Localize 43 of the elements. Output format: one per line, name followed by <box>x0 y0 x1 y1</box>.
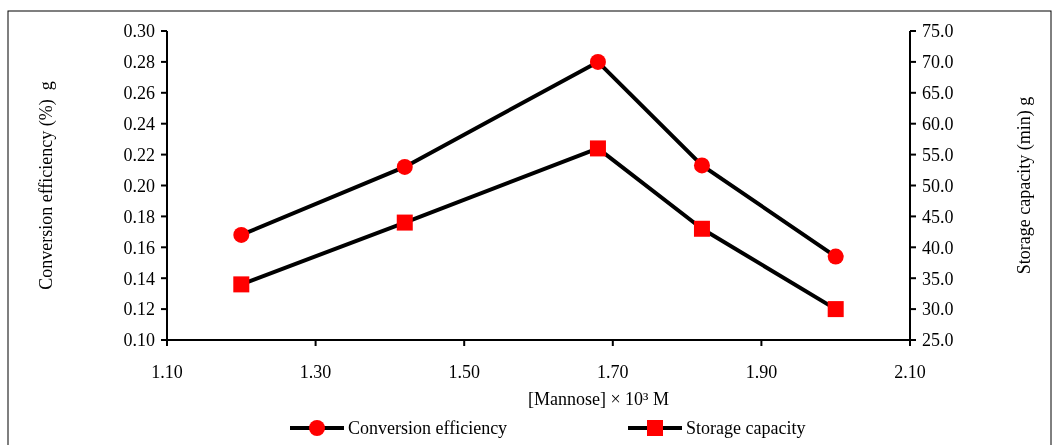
legend-label: Conversion efficiency <box>348 418 508 439</box>
x-tick-label: 1.30 <box>299 362 332 382</box>
y-tick-label: 0.28 <box>123 52 155 73</box>
y-tick-label: 0.22 <box>123 144 155 165</box>
y-tick-label: 0.14 <box>123 268 155 289</box>
x-tick-label: 1.90 <box>745 362 778 382</box>
x-tick-label: 1.10 <box>151 362 183 382</box>
legend-label: Storage capacity <box>686 418 806 439</box>
y2-tick-label: 75.0 <box>922 21 954 42</box>
y-tick-label: 0.24 <box>123 114 155 134</box>
point <box>233 226 250 243</box>
y2-tick-label: 60.0 <box>922 114 954 134</box>
y2-tick-label: 30.0 <box>922 299 954 320</box>
y2-tick-label: 40.0 <box>922 237 954 258</box>
x-tick-label: 2.10 <box>894 362 926 382</box>
point <box>693 157 710 174</box>
point <box>827 301 844 318</box>
y-tick-label: 0.30 <box>123 21 155 42</box>
y-tick-label: 0.12 <box>123 299 155 320</box>
y-axis-title: Conversion efficiency (%) g <box>36 81 57 290</box>
y-tick-label: 0.10 <box>123 330 155 351</box>
point <box>396 214 413 231</box>
y-tick-label: 0.16 <box>123 237 155 258</box>
y2-tick-label: 35.0 <box>922 268 954 289</box>
y2-tick-label: 55.0 <box>922 144 954 165</box>
y2-axis-title: Storage capacity (min) g <box>1014 96 1035 275</box>
y-tick-label: 0.26 <box>123 83 155 104</box>
x-tick-label: 1.70 <box>597 362 629 382</box>
y-tick-label: 0.20 <box>123 175 155 196</box>
point <box>233 276 250 293</box>
point <box>827 248 844 265</box>
y2-tick-label: 25.0 <box>922 330 954 351</box>
y2-tick-label: 45.0 <box>922 206 954 227</box>
point <box>589 53 606 70</box>
y2-tick-label: 50.0 <box>922 175 954 196</box>
x-tick-label: 1.50 <box>448 362 480 382</box>
y2-tick-label: 70.0 <box>922 52 954 73</box>
point <box>396 158 413 175</box>
y-tick-label: 0.18 <box>123 206 155 227</box>
point <box>589 140 606 157</box>
point <box>693 220 710 237</box>
y2-tick-label: 65.0 <box>922 83 954 104</box>
x-axis-title: [Mannose] × 10³ M <box>527 389 670 409</box>
